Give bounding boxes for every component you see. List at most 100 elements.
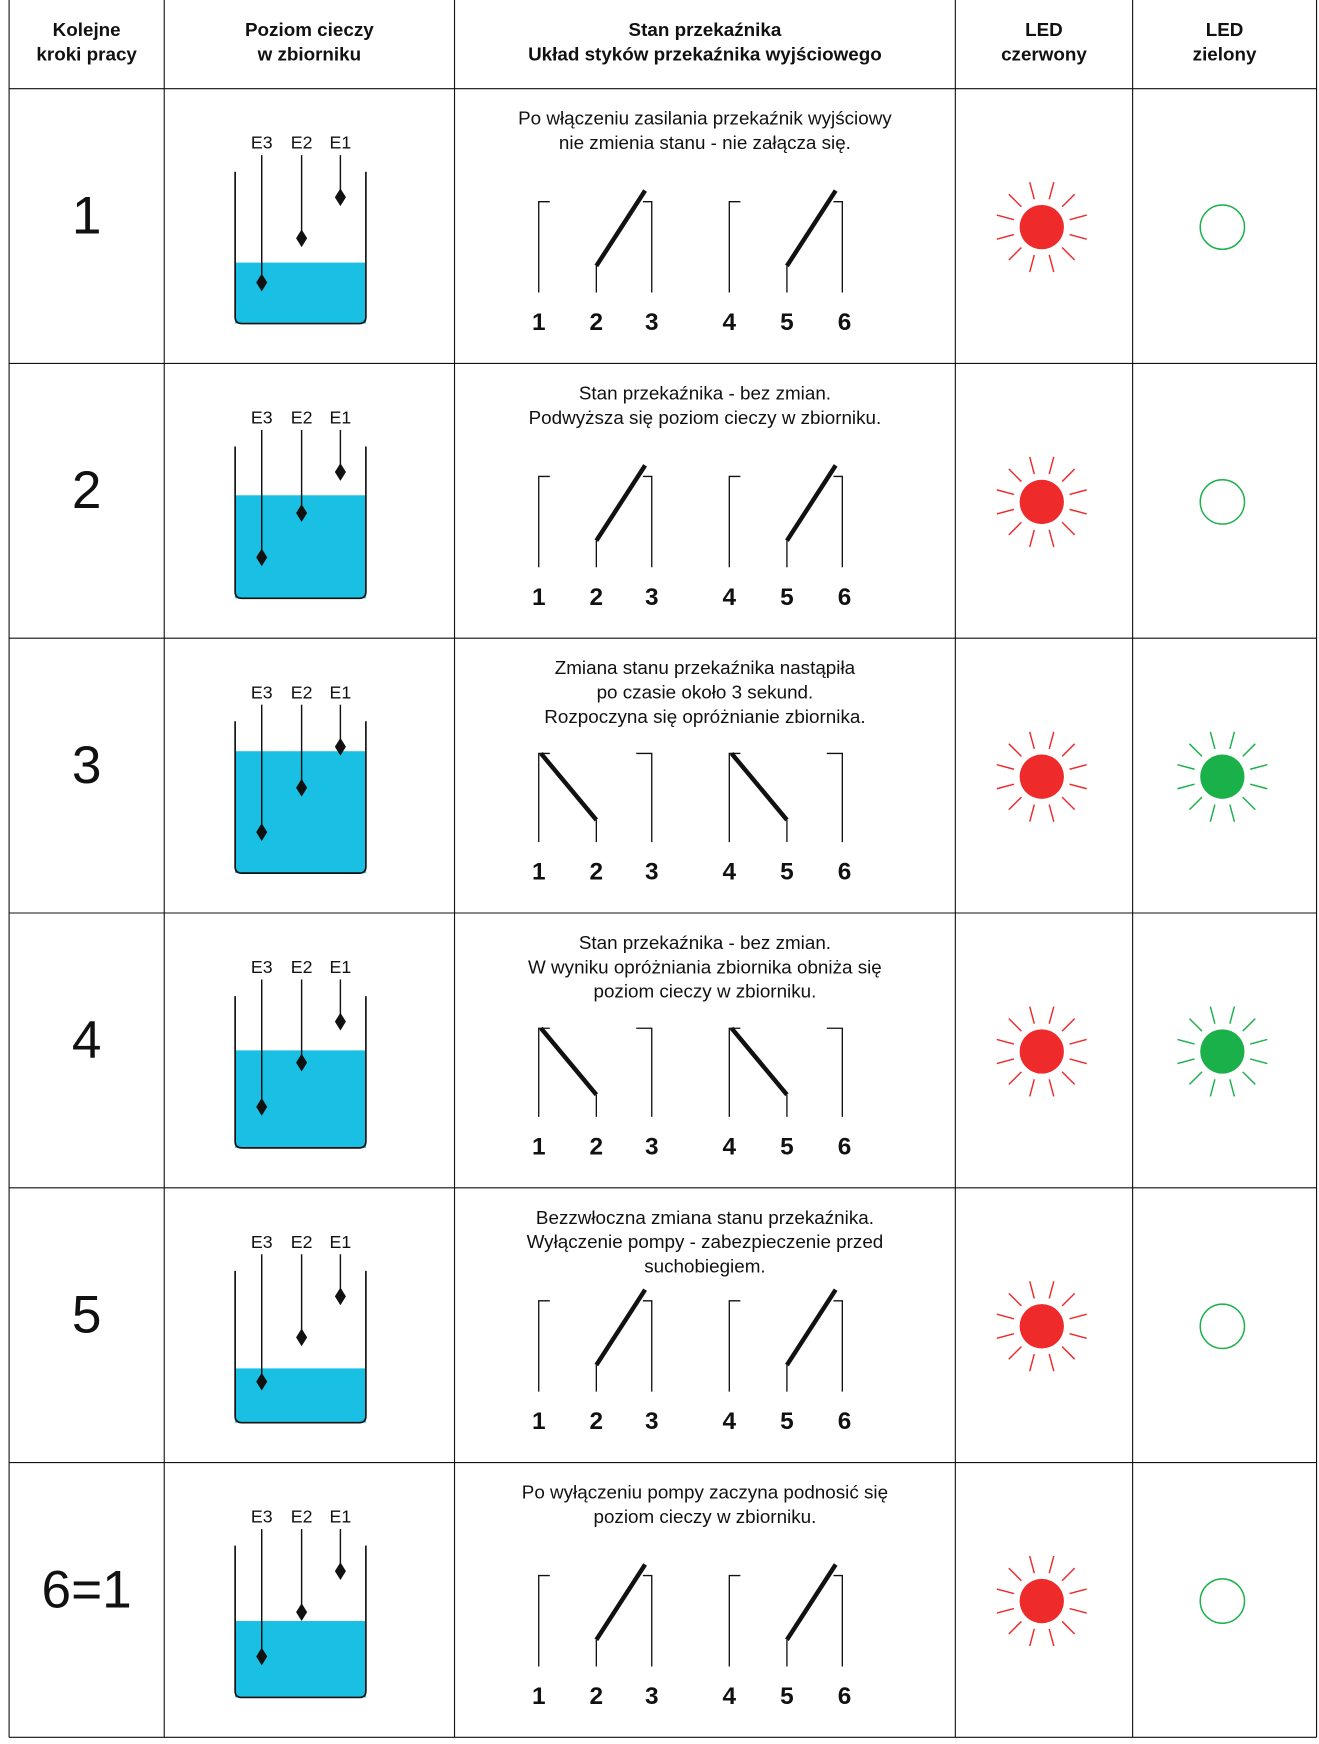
electrode-label: E2: [291, 408, 313, 428]
led-ray: [1069, 508, 1087, 515]
relay-blade: [594, 464, 647, 542]
led-ray: [1242, 743, 1256, 757]
contact-label: 5: [780, 1408, 794, 1435]
step-number: 3: [72, 736, 102, 795]
led-ray: [1048, 1628, 1055, 1647]
electrode-label: E2: [291, 133, 313, 153]
led-green: [1199, 204, 1246, 251]
tank: [234, 446, 367, 600]
led-ray: [1250, 783, 1268, 790]
led-ray: [1008, 521, 1022, 536]
led-red: [1019, 204, 1064, 250]
step-number: 5: [72, 1286, 102, 1345]
contact-label: 1: [532, 859, 546, 886]
description-line: Stan przekaźnika - bez zmian.: [579, 382, 831, 403]
led-ray: [1008, 468, 1022, 483]
contact: [728, 752, 741, 843]
description-line: Bezzwłoczna zmiana stanu przekaźnika.: [536, 1207, 874, 1228]
led-ray: [1177, 763, 1195, 770]
header-cell: Stan przekaźnika Układ styków przekaźnika…: [528, 19, 882, 64]
electrode-tip: [256, 823, 268, 841]
led-ray: [1061, 247, 1076, 261]
led-ray: [1061, 1620, 1076, 1635]
relay-blade: [785, 464, 838, 542]
led-ray: [996, 1588, 1015, 1595]
electrode-label: E3: [251, 1232, 273, 1252]
led-ray: [996, 489, 1015, 496]
contact-label: 5: [780, 584, 794, 611]
led-ray: [1069, 1038, 1087, 1045]
led-red: [1019, 479, 1064, 525]
led-ray: [1229, 731, 1236, 750]
relay-blade: [539, 1026, 599, 1097]
tank: [234, 721, 367, 874]
electrode-label: E2: [291, 1232, 313, 1252]
led-ray: [1029, 529, 1036, 548]
contact: [642, 475, 653, 568]
led-ray: [1029, 182, 1036, 200]
led-ray: [1029, 731, 1036, 750]
contact-label: 3: [645, 309, 659, 336]
relay-blade: [729, 1026, 789, 1097]
header-cell: LED czerwony: [1001, 19, 1087, 64]
step-number: 4: [72, 1011, 102, 1070]
led-ray: [1029, 456, 1036, 475]
description-line: po czasie około 3 sekund.: [597, 682, 814, 703]
led-ray: [1188, 743, 1203, 757]
step-number: 6=1: [42, 1560, 132, 1619]
led-ray: [1048, 731, 1055, 750]
relay-blade: [594, 189, 647, 268]
contact: [636, 752, 653, 843]
contact: [833, 1300, 843, 1392]
description-line: suchobiegiem.: [644, 1256, 765, 1277]
description-line: Podwyższa się poziom cieczy w zbiorniku.: [529, 407, 882, 428]
electrode-label: E1: [330, 408, 352, 428]
tank: [234, 996, 367, 1149]
electrode-label: E1: [330, 133, 352, 153]
led-ray: [1008, 796, 1022, 811]
contact-label: 2: [590, 309, 604, 336]
led-ray: [1008, 1620, 1022, 1635]
contact-label: 5: [780, 859, 794, 886]
liquid: [235, 262, 366, 324]
led-ray: [1069, 783, 1087, 790]
led-ray: [1209, 1006, 1216, 1024]
contact-label: 6: [838, 584, 852, 611]
led-green: [1199, 1303, 1246, 1350]
relay-blade: [785, 1288, 838, 1367]
contact: [728, 1300, 741, 1392]
led-green: [1199, 479, 1246, 525]
contact-label: 4: [723, 859, 737, 886]
electrode-tip: [334, 188, 346, 207]
electrode-tip: [334, 737, 346, 756]
led-ray: [1008, 1567, 1022, 1582]
led-red: [1019, 1578, 1064, 1624]
electrode-tip: [296, 229, 308, 248]
led-ray: [1061, 1071, 1076, 1085]
led-ray: [1177, 783, 1195, 790]
contact: [642, 1574, 653, 1667]
contact-label: 2: [590, 859, 604, 886]
led-ray: [1229, 804, 1236, 822]
contact-label: 5: [780, 309, 794, 336]
led-ray: [1250, 1038, 1268, 1045]
led-ray: [1048, 254, 1055, 273]
led-ray: [1061, 468, 1076, 483]
electrode-tip: [296, 1328, 308, 1347]
led-ray: [1029, 1079, 1036, 1097]
led-ray: [1209, 1079, 1216, 1097]
led-ray: [996, 1313, 1015, 1320]
contact-label: 3: [645, 584, 659, 611]
led-ray: [1048, 1079, 1055, 1097]
electrode-tip: [256, 548, 268, 567]
contact-label: 2: [590, 584, 604, 611]
electrode-label: E1: [330, 682, 352, 702]
contact: [642, 1300, 653, 1392]
contact-label: 1: [532, 584, 546, 611]
electrode-label: E3: [251, 957, 273, 977]
led-ray: [1029, 1628, 1036, 1647]
description-line: Zmiana stanu przekaźnika nastąpiła: [555, 657, 856, 678]
led-ray: [1177, 1038, 1195, 1045]
contact-label: 5: [780, 1683, 794, 1710]
